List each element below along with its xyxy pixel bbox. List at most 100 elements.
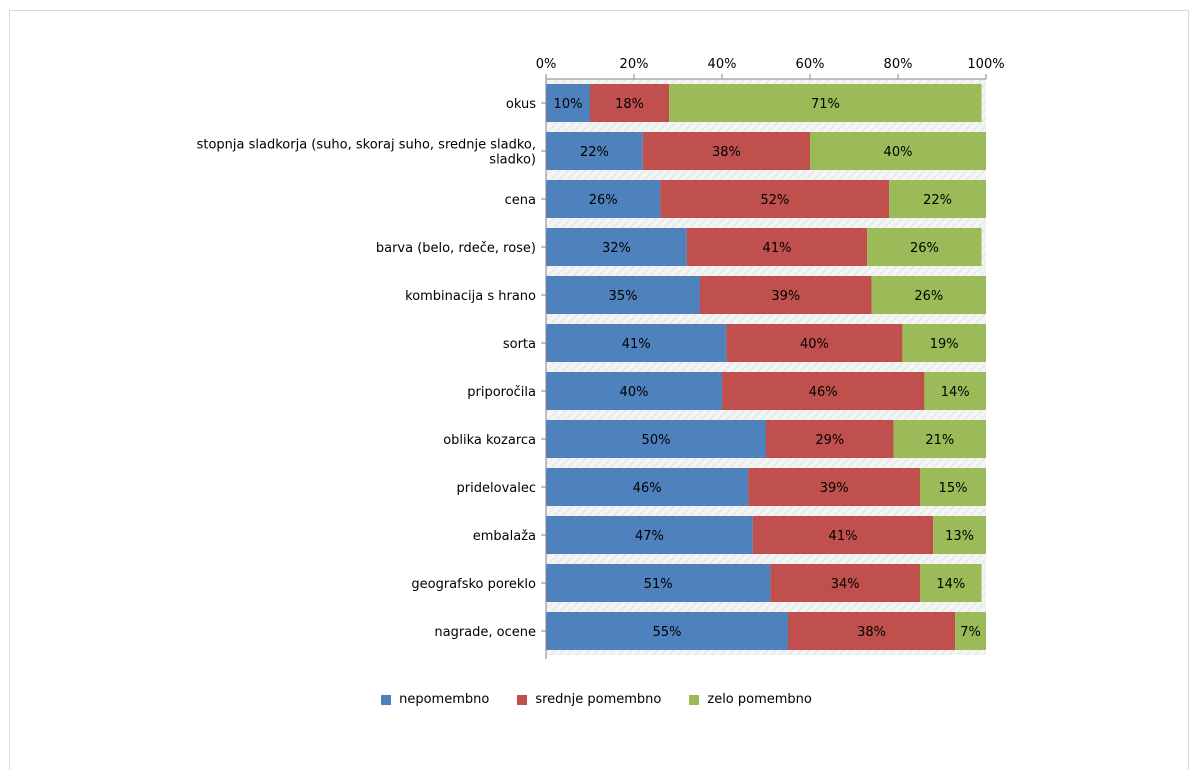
x-tick-label: 60% xyxy=(796,57,825,72)
bar-value-label: 26% xyxy=(910,241,939,256)
bar-segment xyxy=(902,324,986,362)
bar-value-label: 40% xyxy=(884,145,913,160)
axes-group xyxy=(541,74,987,659)
bar-segment xyxy=(660,180,890,218)
bar-segment xyxy=(933,516,986,554)
category-label: pridelovalec xyxy=(457,481,536,496)
bar-value-label: 19% xyxy=(930,337,959,352)
x-tick-label: 40% xyxy=(708,57,737,72)
bar-value-label: 50% xyxy=(642,433,671,448)
category-label: geografsko poreklo xyxy=(411,577,536,592)
bar-value-label: 47% xyxy=(635,529,664,544)
bar-segment xyxy=(955,612,986,650)
bar-value-label: 39% xyxy=(820,481,849,496)
bar-value-label: 29% xyxy=(815,433,844,448)
bar-segment xyxy=(546,516,753,554)
bar-value-label: 35% xyxy=(609,289,638,304)
bar-value-label: 41% xyxy=(829,529,858,544)
legend-item: zelo pomembno xyxy=(689,692,812,707)
legend-label: zelo pomembno xyxy=(707,692,812,707)
bar-segment xyxy=(752,516,934,554)
bar-segment xyxy=(546,564,771,602)
bar-segment xyxy=(546,420,766,458)
bar-value-label: 21% xyxy=(925,433,954,448)
bar-value-label: 14% xyxy=(936,577,965,592)
bar-value-label: 71% xyxy=(811,97,840,112)
bar-segment xyxy=(546,228,687,266)
bar-segment xyxy=(920,564,982,602)
bar-value-label: 22% xyxy=(923,193,952,208)
bar-segment xyxy=(893,420,986,458)
bar-value-label: 38% xyxy=(712,145,741,160)
bar-segment xyxy=(766,420,894,458)
bar-value-label: 7% xyxy=(960,625,981,640)
bar-segment xyxy=(726,324,903,362)
legend-label: nepomembno xyxy=(399,692,490,707)
legend-item: srednje pomembno xyxy=(517,692,661,707)
category-label: stopnja sladkorja (suho, skoraj suho, sr… xyxy=(197,138,536,153)
bar-value-label: 32% xyxy=(602,241,631,256)
stacked-bar-chart: 0% 20% 40% 60% 80% 100% okus 10% 18% 71% stopnja s… xyxy=(197,57,1005,659)
plot-area xyxy=(546,79,986,655)
bar-segment xyxy=(669,84,982,122)
x-tick-label: 80% xyxy=(884,57,913,72)
category-label: sorta xyxy=(503,337,536,352)
bar-segment xyxy=(871,276,986,314)
bar-value-label: 41% xyxy=(763,241,792,256)
bar-segment xyxy=(546,324,727,362)
legend-swatch xyxy=(381,694,392,705)
category-label: cena xyxy=(505,193,536,208)
bar-value-label: 40% xyxy=(620,385,649,400)
bar-value-label: 52% xyxy=(760,193,789,208)
bar-value-label: 13% xyxy=(945,529,974,544)
bars-group xyxy=(546,84,986,650)
category-label: embalaža xyxy=(473,529,536,544)
bar-segment xyxy=(546,276,700,314)
bar-segment xyxy=(590,84,670,122)
bar-segment xyxy=(810,132,986,170)
category-label: barva (belo, rdeče, rose) xyxy=(376,241,536,256)
bar-segment xyxy=(546,84,590,122)
bar-segment xyxy=(788,612,956,650)
bar-segment xyxy=(722,372,925,410)
x-tick-label: 0% xyxy=(536,57,557,72)
bar-value-label: 55% xyxy=(653,625,682,640)
bar-value-label: 38% xyxy=(857,625,886,640)
bar-value-label: 40% xyxy=(800,337,829,352)
bar-segment xyxy=(920,468,986,506)
bar-segment xyxy=(700,276,872,314)
legend: nepomembno srednje pomembno zelo pomembno xyxy=(0,692,1193,707)
labels-group: 0% 20% 40% 60% 80% 100% okus 10% 18% 71% stopnja s… xyxy=(197,57,1005,640)
x-tick-label: 100% xyxy=(967,57,1004,72)
plot-background xyxy=(546,79,986,655)
bar-value-label: 41% xyxy=(622,337,651,352)
bar-value-label: 15% xyxy=(939,481,968,496)
category-label: okus xyxy=(506,97,536,112)
bar-segment xyxy=(889,180,986,218)
bar-segment xyxy=(686,228,868,266)
bar-segment xyxy=(642,132,810,170)
bar-value-label: 26% xyxy=(914,289,943,304)
category-label: oblika kozarca xyxy=(443,433,536,448)
bar-segment xyxy=(546,180,661,218)
bar-segment xyxy=(770,564,920,602)
legend-swatch xyxy=(517,694,528,705)
bar-value-label: 18% xyxy=(615,97,644,112)
x-tick-label: 20% xyxy=(620,57,649,72)
bar-segment xyxy=(546,132,643,170)
legend-label: srednje pomembno xyxy=(535,692,662,707)
category-label: sladko) xyxy=(489,153,536,168)
category-label: nagrade, ocene xyxy=(434,625,536,640)
bar-segment xyxy=(924,372,986,410)
legend-swatch xyxy=(689,694,700,705)
bar-value-label: 34% xyxy=(831,577,860,592)
bar-value-label: 14% xyxy=(941,385,970,400)
bar-value-label: 26% xyxy=(589,193,618,208)
bar-segment xyxy=(546,468,749,506)
bar-value-label: 46% xyxy=(633,481,662,496)
bar-segment xyxy=(546,372,722,410)
bar-segment xyxy=(546,612,788,650)
bar-value-label: 10% xyxy=(554,97,583,112)
bar-value-label: 46% xyxy=(809,385,838,400)
legend-item: nepomembno xyxy=(381,692,489,707)
